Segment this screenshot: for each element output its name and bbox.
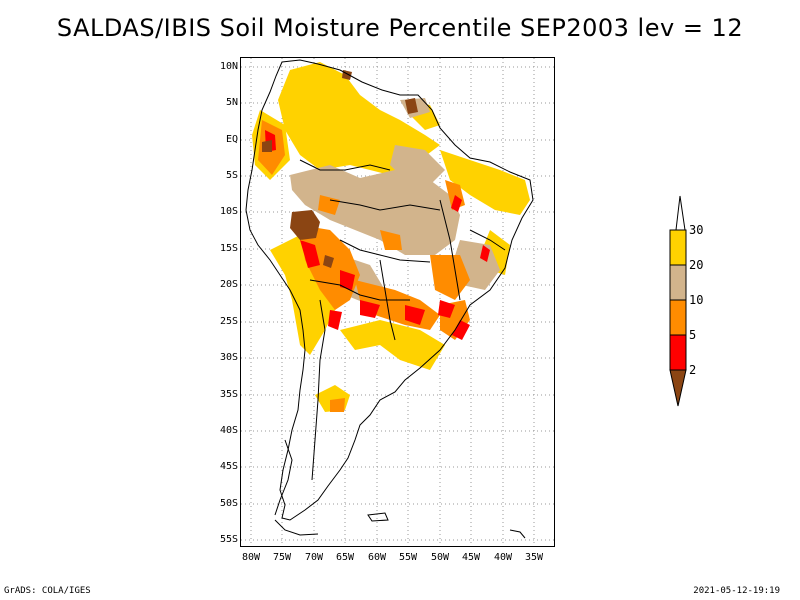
continent-outline xyxy=(245,59,534,539)
lon-label-60w: 60W xyxy=(367,552,387,563)
lon-label-80w: 80W xyxy=(241,552,261,563)
lon-label-35w: 35W xyxy=(524,552,544,563)
lat-label-10s: 10S xyxy=(219,206,238,217)
lat-label-55s: 55S xyxy=(219,534,238,545)
lat-label-10n: 10N xyxy=(219,61,238,72)
lon-label-45w: 45W xyxy=(461,552,481,563)
lat-label-50s: 50S xyxy=(219,498,238,509)
legend-bin-5-10 xyxy=(669,299,687,336)
legend-label-10: 10 xyxy=(689,293,704,307)
lat-label-5s: 5S xyxy=(225,170,238,181)
legend-bin-2-5 xyxy=(669,334,687,371)
legend-label-5: 5 xyxy=(689,328,697,342)
percentile-2-5-region xyxy=(265,130,490,340)
lon-label-70w: 70W xyxy=(304,552,324,563)
footer-timestamp: 2021-05-12-19:19 xyxy=(693,586,780,596)
lon-label-40w: 40W xyxy=(493,552,513,563)
legend-bottom-triangle xyxy=(669,369,687,407)
legend-colorbar xyxy=(669,195,687,407)
legend-bin-20-30 xyxy=(669,229,687,266)
lon-label-65w: 65W xyxy=(335,552,355,563)
legend-label-20: 20 xyxy=(689,258,704,272)
lat-label-20s: 20S xyxy=(219,279,238,290)
lon-label-55w: 55W xyxy=(398,552,418,563)
lat-label-eq: EQ xyxy=(225,134,238,145)
lon-label-50w: 50W xyxy=(430,552,450,563)
lat-label-25s: 25S xyxy=(219,316,238,327)
lat-label-45s: 45S xyxy=(219,461,238,472)
lat-label-35s: 35S xyxy=(219,389,238,400)
lat-label-5n: 5N xyxy=(225,97,238,108)
map-frame xyxy=(240,57,555,547)
lat-label-40s: 40S xyxy=(219,425,238,436)
legend-label-30: 30 xyxy=(689,223,704,237)
legend-bin-10-20 xyxy=(669,264,687,301)
legend-top-triangle xyxy=(675,195,686,231)
lat-label-15s: 15S xyxy=(219,243,238,254)
footer-credit: GrADS: COLA/IGES xyxy=(4,586,91,596)
lat-label-30s: 30S xyxy=(219,352,238,363)
soil-moisture-shading xyxy=(252,62,530,412)
lon-label-75w: 75W xyxy=(272,552,292,563)
legend-label-2: 2 xyxy=(689,363,697,377)
percentile-below-2-region xyxy=(262,70,418,268)
chart-title: SALDAS/IBIS Soil Moisture Percentile SEP… xyxy=(56,14,744,42)
